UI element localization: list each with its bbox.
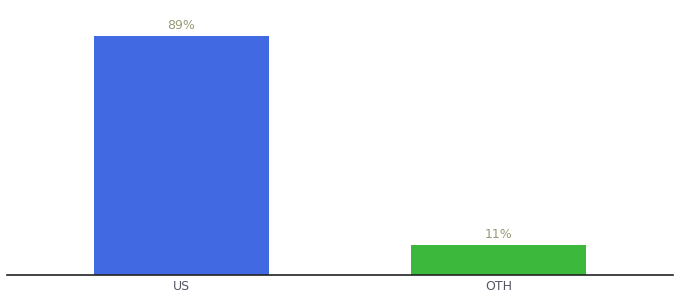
- Bar: [411, 245, 586, 274]
- Text: 89%: 89%: [167, 20, 195, 32]
- Bar: [94, 36, 269, 274]
- Text: 11%: 11%: [485, 228, 513, 241]
